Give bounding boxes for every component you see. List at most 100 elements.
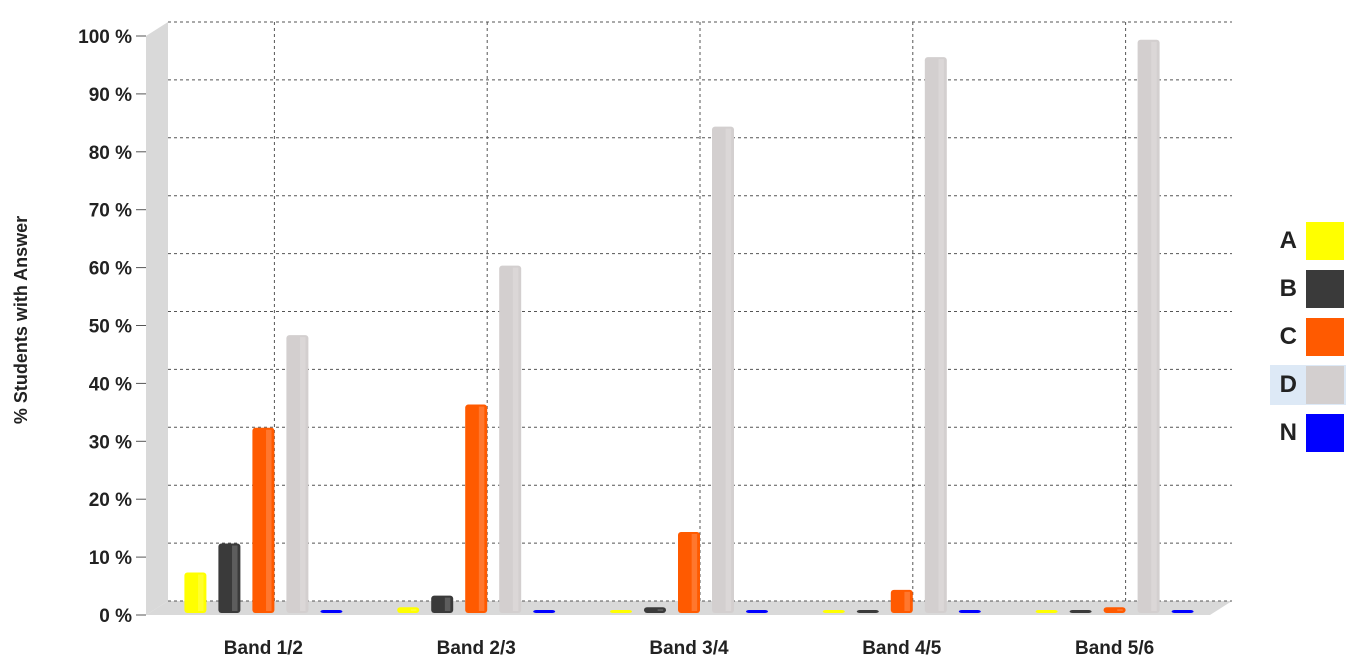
bar — [1171, 610, 1194, 613]
bar-face — [1069, 610, 1092, 613]
legend-item-n[interactable]: N — [1270, 413, 1346, 453]
bar-highlight — [1117, 609, 1123, 611]
x-category-label: Band 5/6 — [1075, 638, 1154, 658]
bar-face — [1171, 610, 1194, 613]
bar — [320, 610, 343, 613]
bar — [610, 610, 632, 613]
bar-face — [1035, 610, 1058, 613]
bar-face — [712, 126, 734, 613]
bar-highlight — [904, 591, 910, 611]
y-tick-label: 50 % — [89, 317, 132, 338]
chart-gridlines — [168, 21, 1232, 602]
bar — [218, 543, 241, 613]
legend-label: D — [1279, 371, 1297, 398]
bar — [890, 589, 913, 613]
y-tick-label: 30 % — [89, 432, 132, 453]
bar-face — [1137, 39, 1160, 614]
bar — [958, 610, 981, 613]
bar — [1137, 39, 1160, 614]
bar — [924, 57, 947, 614]
bar-highlight — [266, 429, 272, 611]
bar-face — [958, 610, 981, 613]
bar — [184, 572, 207, 613]
y-axis-ticks: 0 % 10 % 20 % 30 % 40 % 50 % 60 % 70 % 80 % 90 % 1… — [78, 27, 146, 627]
bar — [397, 607, 420, 613]
bar — [1069, 610, 1092, 613]
chart-bars — [184, 39, 1194, 614]
bar-highlight — [300, 337, 306, 611]
x-category-label: Band 2/3 — [437, 638, 516, 658]
y-tick-label: 80 % — [89, 143, 132, 164]
legend-swatch — [1306, 414, 1344, 452]
bar-face — [644, 607, 666, 613]
bar-face — [890, 589, 913, 613]
y-tick-label: 0 % — [99, 606, 132, 627]
legend-swatch — [1306, 366, 1344, 404]
bar-highlight — [938, 59, 944, 612]
y-tick-label: 70 % — [89, 201, 132, 222]
x-category-label: Band 1/2 — [224, 638, 303, 658]
bar-face — [678, 531, 700, 613]
bar-face — [397, 607, 420, 613]
y-tick-label: 60 % — [89, 259, 132, 280]
y-tick-label: 40 % — [89, 374, 132, 395]
bar-highlight — [232, 545, 238, 611]
bar-highlight — [725, 128, 732, 611]
bar-face — [252, 427, 275, 613]
y-tick-label: 10 % — [89, 548, 132, 569]
legend-item-b[interactable]: B — [1270, 269, 1346, 309]
y-tick-label: 100 % — [78, 27, 132, 48]
bar-face — [184, 572, 207, 613]
legend-label: N — [1279, 419, 1297, 446]
legend-swatch — [1306, 318, 1344, 356]
bar-face — [218, 543, 241, 613]
legend-item-c[interactable]: C — [1270, 317, 1346, 357]
chart-3d-walls — [146, 22, 1232, 615]
bar-face — [856, 610, 879, 613]
bar-face — [431, 595, 454, 613]
legend-label: B — [1279, 275, 1297, 302]
left-wall — [146, 22, 168, 615]
bar-face — [320, 610, 343, 613]
bar-highlight — [444, 597, 451, 611]
bar-face — [822, 610, 845, 613]
bar — [856, 610, 879, 613]
legend-item-d[interactable]: D — [1270, 365, 1346, 405]
bar — [465, 404, 488, 613]
y-axis-label: % Students with Answer — [11, 216, 31, 424]
bar — [1035, 610, 1058, 613]
bar — [499, 265, 522, 613]
legend-item-a[interactable]: A — [1270, 221, 1346, 261]
bar-highlight — [512, 267, 519, 611]
legend-label: C — [1279, 323, 1297, 350]
bar — [1103, 607, 1126, 613]
bar — [678, 531, 700, 613]
bar — [822, 610, 845, 613]
bar — [533, 610, 556, 613]
bar-face — [1103, 607, 1126, 613]
y-tick-label: 20 % — [89, 490, 132, 511]
y-tick-label: 90 % — [89, 85, 132, 106]
legend-swatch — [1306, 270, 1344, 308]
bar-highlight — [1151, 41, 1157, 612]
chart-legend: A B C D N — [1270, 221, 1346, 461]
bar-face — [465, 404, 488, 613]
x-category-label: Band 3/4 — [649, 638, 729, 658]
bar-highlight — [410, 609, 417, 611]
bar-face — [746, 610, 768, 613]
legend-swatch — [1306, 222, 1344, 260]
bar — [644, 607, 666, 613]
bar-highlight — [657, 609, 664, 611]
bar-face — [610, 610, 632, 613]
bar-highlight — [478, 406, 485, 611]
x-axis-categories: Band 1/2 Band 2/3 Band 3/4 Band 4/5 Band 5/6 — [224, 638, 1154, 658]
bar-face — [286, 335, 309, 613]
bar-highlight — [691, 533, 698, 611]
bar-face — [533, 610, 556, 613]
legend-label: A — [1279, 227, 1297, 254]
bar — [252, 427, 275, 613]
x-category-label: Band 4/5 — [862, 638, 942, 658]
bar-face — [924, 57, 947, 614]
bar — [431, 595, 454, 613]
